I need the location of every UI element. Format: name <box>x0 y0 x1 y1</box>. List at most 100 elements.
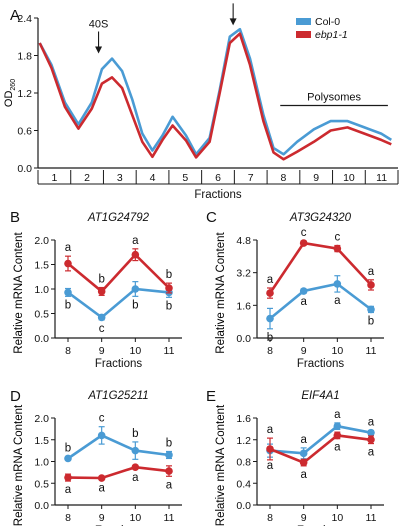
panel-e-significance-letter: a <box>267 460 274 472</box>
panel-c-col0-point <box>266 314 274 323</box>
panel-c-significance-letter: a <box>267 274 274 286</box>
panel-e-x-tick-label: 8 <box>267 512 273 524</box>
panel-c-y-tick-label: 1.6 <box>236 300 251 312</box>
panel-e-col0-point <box>299 449 308 458</box>
panel-e-ebp1-1-line <box>269 434 372 465</box>
panel-e-y-tick-label: 0.4 <box>236 478 251 490</box>
panel-b-significance-letter: b <box>98 274 104 286</box>
panel-e-significance-letter: a <box>300 434 307 446</box>
panel-b-y-tick-label: 0.0 <box>34 333 49 345</box>
panel-b-col0-point <box>97 313 106 322</box>
panel-b-significance-letter: a <box>132 235 139 247</box>
panel-a-fraction-label: 7 <box>248 172 254 184</box>
panel-e-col0-point <box>367 428 375 437</box>
panel-d-significance-letter: a <box>132 472 139 484</box>
panel-a-y-axis-label-main: OD <box>3 91 15 108</box>
panel-e-ebp1-1-point <box>333 431 342 440</box>
legend-label-col0: Col-0 <box>315 16 340 28</box>
panel-d-y-tick-label: 1.5 <box>34 435 49 447</box>
panel-e-y-tick-label: 0.8 <box>236 457 251 469</box>
legend-label-ebp1-1: ebp1-1 <box>315 29 348 41</box>
panel-c-x-tick-label: 8 <box>267 345 273 357</box>
panel-b-y-tick-label: 1.5 <box>34 260 49 272</box>
panel-d-ebp1-1-line <box>67 465 170 480</box>
panel-b-x-axis-label: Fractions <box>95 358 143 370</box>
panel-d-significance-letter: a <box>166 479 173 491</box>
panel-d-ebp1-1-point <box>131 463 140 471</box>
panel-a-fraction-label: 1 <box>51 172 57 184</box>
panel-b-x-tick-label: 9 <box>99 345 105 357</box>
panel-e-y-axis-label: Relative mRNA Content <box>215 404 227 526</box>
panel-a-annotation-40s: 40S <box>89 19 109 31</box>
panel-b-x-tick-label: 10 <box>129 345 141 357</box>
panel-c-ebp1-1-point <box>299 239 308 247</box>
panel-d-y-axis-label: Relative mRNA Content <box>13 404 25 526</box>
panel-c-y-tick-label: 3.2 <box>236 268 251 280</box>
panel-a-fraction-label: 11 <box>376 172 387 184</box>
panel-c-x-tick-label: 11 <box>366 345 377 357</box>
panel-b-y-tick-label: 0.5 <box>34 309 49 321</box>
panel-letter-d: D <box>10 388 21 405</box>
panel-a-fraction-label: 4 <box>150 172 156 184</box>
panel-e-x-tick-label: 11 <box>366 512 377 524</box>
panel-e-significance-letter: a <box>368 417 375 429</box>
arrow-down-icon <box>95 46 103 54</box>
panel-e-ebp1-1-point <box>299 458 308 467</box>
panel-b-ebp1-1-point <box>131 250 140 259</box>
panel-a-y-tick-label: 1.2 <box>17 88 32 100</box>
panel-d-y-tick-label: 2.0 <box>34 413 49 425</box>
panel-b-significance-letter: c <box>99 323 105 335</box>
panel-e-significance-letter: a <box>267 424 274 436</box>
panel-e-significance-letter: a <box>334 409 341 421</box>
panel-c-significance-letter: c <box>301 227 307 239</box>
panel-a-fraction-label: 10 <box>343 172 355 184</box>
arrow-down-icon <box>229 18 237 26</box>
panel-e-ebp1-1-point <box>367 435 375 444</box>
panel-d-significance-letter: a <box>65 484 72 496</box>
panel-a-y-tick-label: 2.4 <box>17 13 32 25</box>
legend-swatch-col0 <box>296 18 311 25</box>
panel-b-col0-point <box>64 288 72 297</box>
panel-c-significance-letter: a <box>300 296 307 308</box>
panel-c-col0-point <box>333 280 342 288</box>
panel-d-col0-line <box>67 433 170 460</box>
panel-a-fraction-label: 9 <box>313 172 319 184</box>
panel-letter-c: C <box>206 209 217 226</box>
panel-a-fraction-label: 5 <box>182 172 188 184</box>
panel-c-y-tick-label: 0.0 <box>236 333 251 345</box>
panel-a-fraction-label: 2 <box>84 172 90 184</box>
panel-a-series-col0-line <box>38 27 392 156</box>
panel-b-significance-letter: b <box>65 299 71 311</box>
panel-a-y-axis-label: OD260 <box>3 79 17 107</box>
panel-a-x-axis-label: Fractions <box>194 189 242 201</box>
panel-a-annotation-80s: 80S <box>223 0 243 2</box>
panel-e-x-tick-label: 9 <box>301 512 307 524</box>
panel-e-ebp1-1-point <box>266 445 274 453</box>
panel-e-y-tick-label: 1.2 <box>236 435 251 447</box>
panel-a-fraction-label: 6 <box>215 172 221 184</box>
panel-d-significance-letter: b <box>65 443 71 455</box>
panel-a-y-tick-label: 0.0 <box>17 163 32 175</box>
panel-b-y-axis-label: Relative mRNA Content <box>13 231 25 353</box>
panel-c-x-axis-label: Fractions <box>297 358 345 370</box>
panel-b-col0-line <box>67 287 170 320</box>
panel-c-significance-letter: b <box>368 315 374 327</box>
panel-letter-b: B <box>10 209 20 226</box>
panel-b-significance-letter: a <box>65 242 72 254</box>
panel-d-col0-point <box>131 446 140 455</box>
panel-b-col0-point <box>131 285 140 293</box>
panel-d-col0-point <box>165 451 173 459</box>
panel-b-significance-letter: b <box>166 269 172 281</box>
panel-c-ebp1-1-line <box>268 241 372 294</box>
panel-a-y-tick-label: 0.6 <box>17 126 32 138</box>
panel-a-y-axis-label-subscript: 260 <box>10 79 17 91</box>
panel-c-y-axis-label: Relative mRNA Content <box>215 231 227 353</box>
panel-a-fraction-label: 8 <box>281 172 287 184</box>
panel-e-title: EIF4A1 <box>301 390 339 402</box>
panel-b-ebp1-1-point <box>97 287 106 296</box>
panel-e-significance-letter: a <box>334 442 341 454</box>
panel-d-title: AT1G25211 <box>87 390 148 402</box>
panel-c-significance-letter: a <box>368 266 375 278</box>
panel-a-fraction-label: 3 <box>117 172 123 184</box>
panel-c-col0-point <box>299 287 308 295</box>
